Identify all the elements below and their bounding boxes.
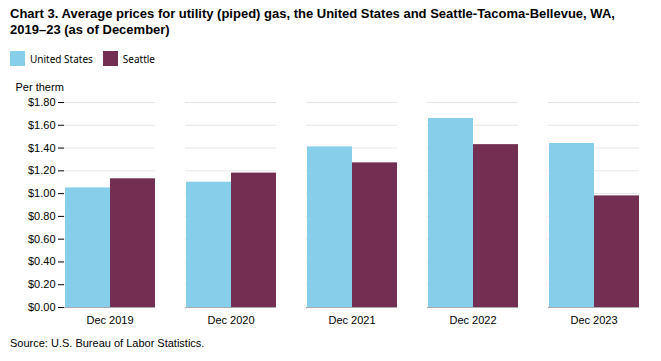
svg-text:Dec 2022: Dec 2022 [449, 314, 496, 326]
svg-text:$0.60: $0.60 [28, 233, 56, 245]
svg-text:Dec 2023: Dec 2023 [570, 314, 617, 326]
svg-text:$1.00: $1.00 [28, 187, 56, 199]
svg-text:$0.40: $0.40 [28, 255, 56, 267]
svg-text:$1.40: $1.40 [28, 142, 56, 154]
svg-text:Per therm: Per therm [16, 81, 64, 93]
html-text:Source: U.S. Bureau of Labor S: Source: U.S. Bureau of Labor Statistics. [10, 337, 205, 349]
svg-text:$0.00: $0.00 [28, 301, 56, 313]
svg-text:Dec 2021: Dec 2021 [328, 314, 375, 326]
svg-text:Dec 2019: Dec 2019 [86, 314, 133, 326]
svg-text:$1.20: $1.20 [28, 164, 56, 176]
svg-text:Dec 2020: Dec 2020 [207, 314, 254, 326]
html-text:Chart 3. Average prices for ut: Chart 3. Average prices for utility (pip… [10, 6, 615, 37]
svg-text:$0.20: $0.20 [28, 278, 56, 290]
html-text:United States: United States [30, 51, 93, 66]
svg-text:$0.80: $0.80 [28, 210, 56, 222]
svg-text:$1.60: $1.60 [28, 119, 56, 131]
html-text:Seattle: Seattle [122, 51, 155, 66]
svg-text:$1.80: $1.80 [28, 96, 56, 108]
